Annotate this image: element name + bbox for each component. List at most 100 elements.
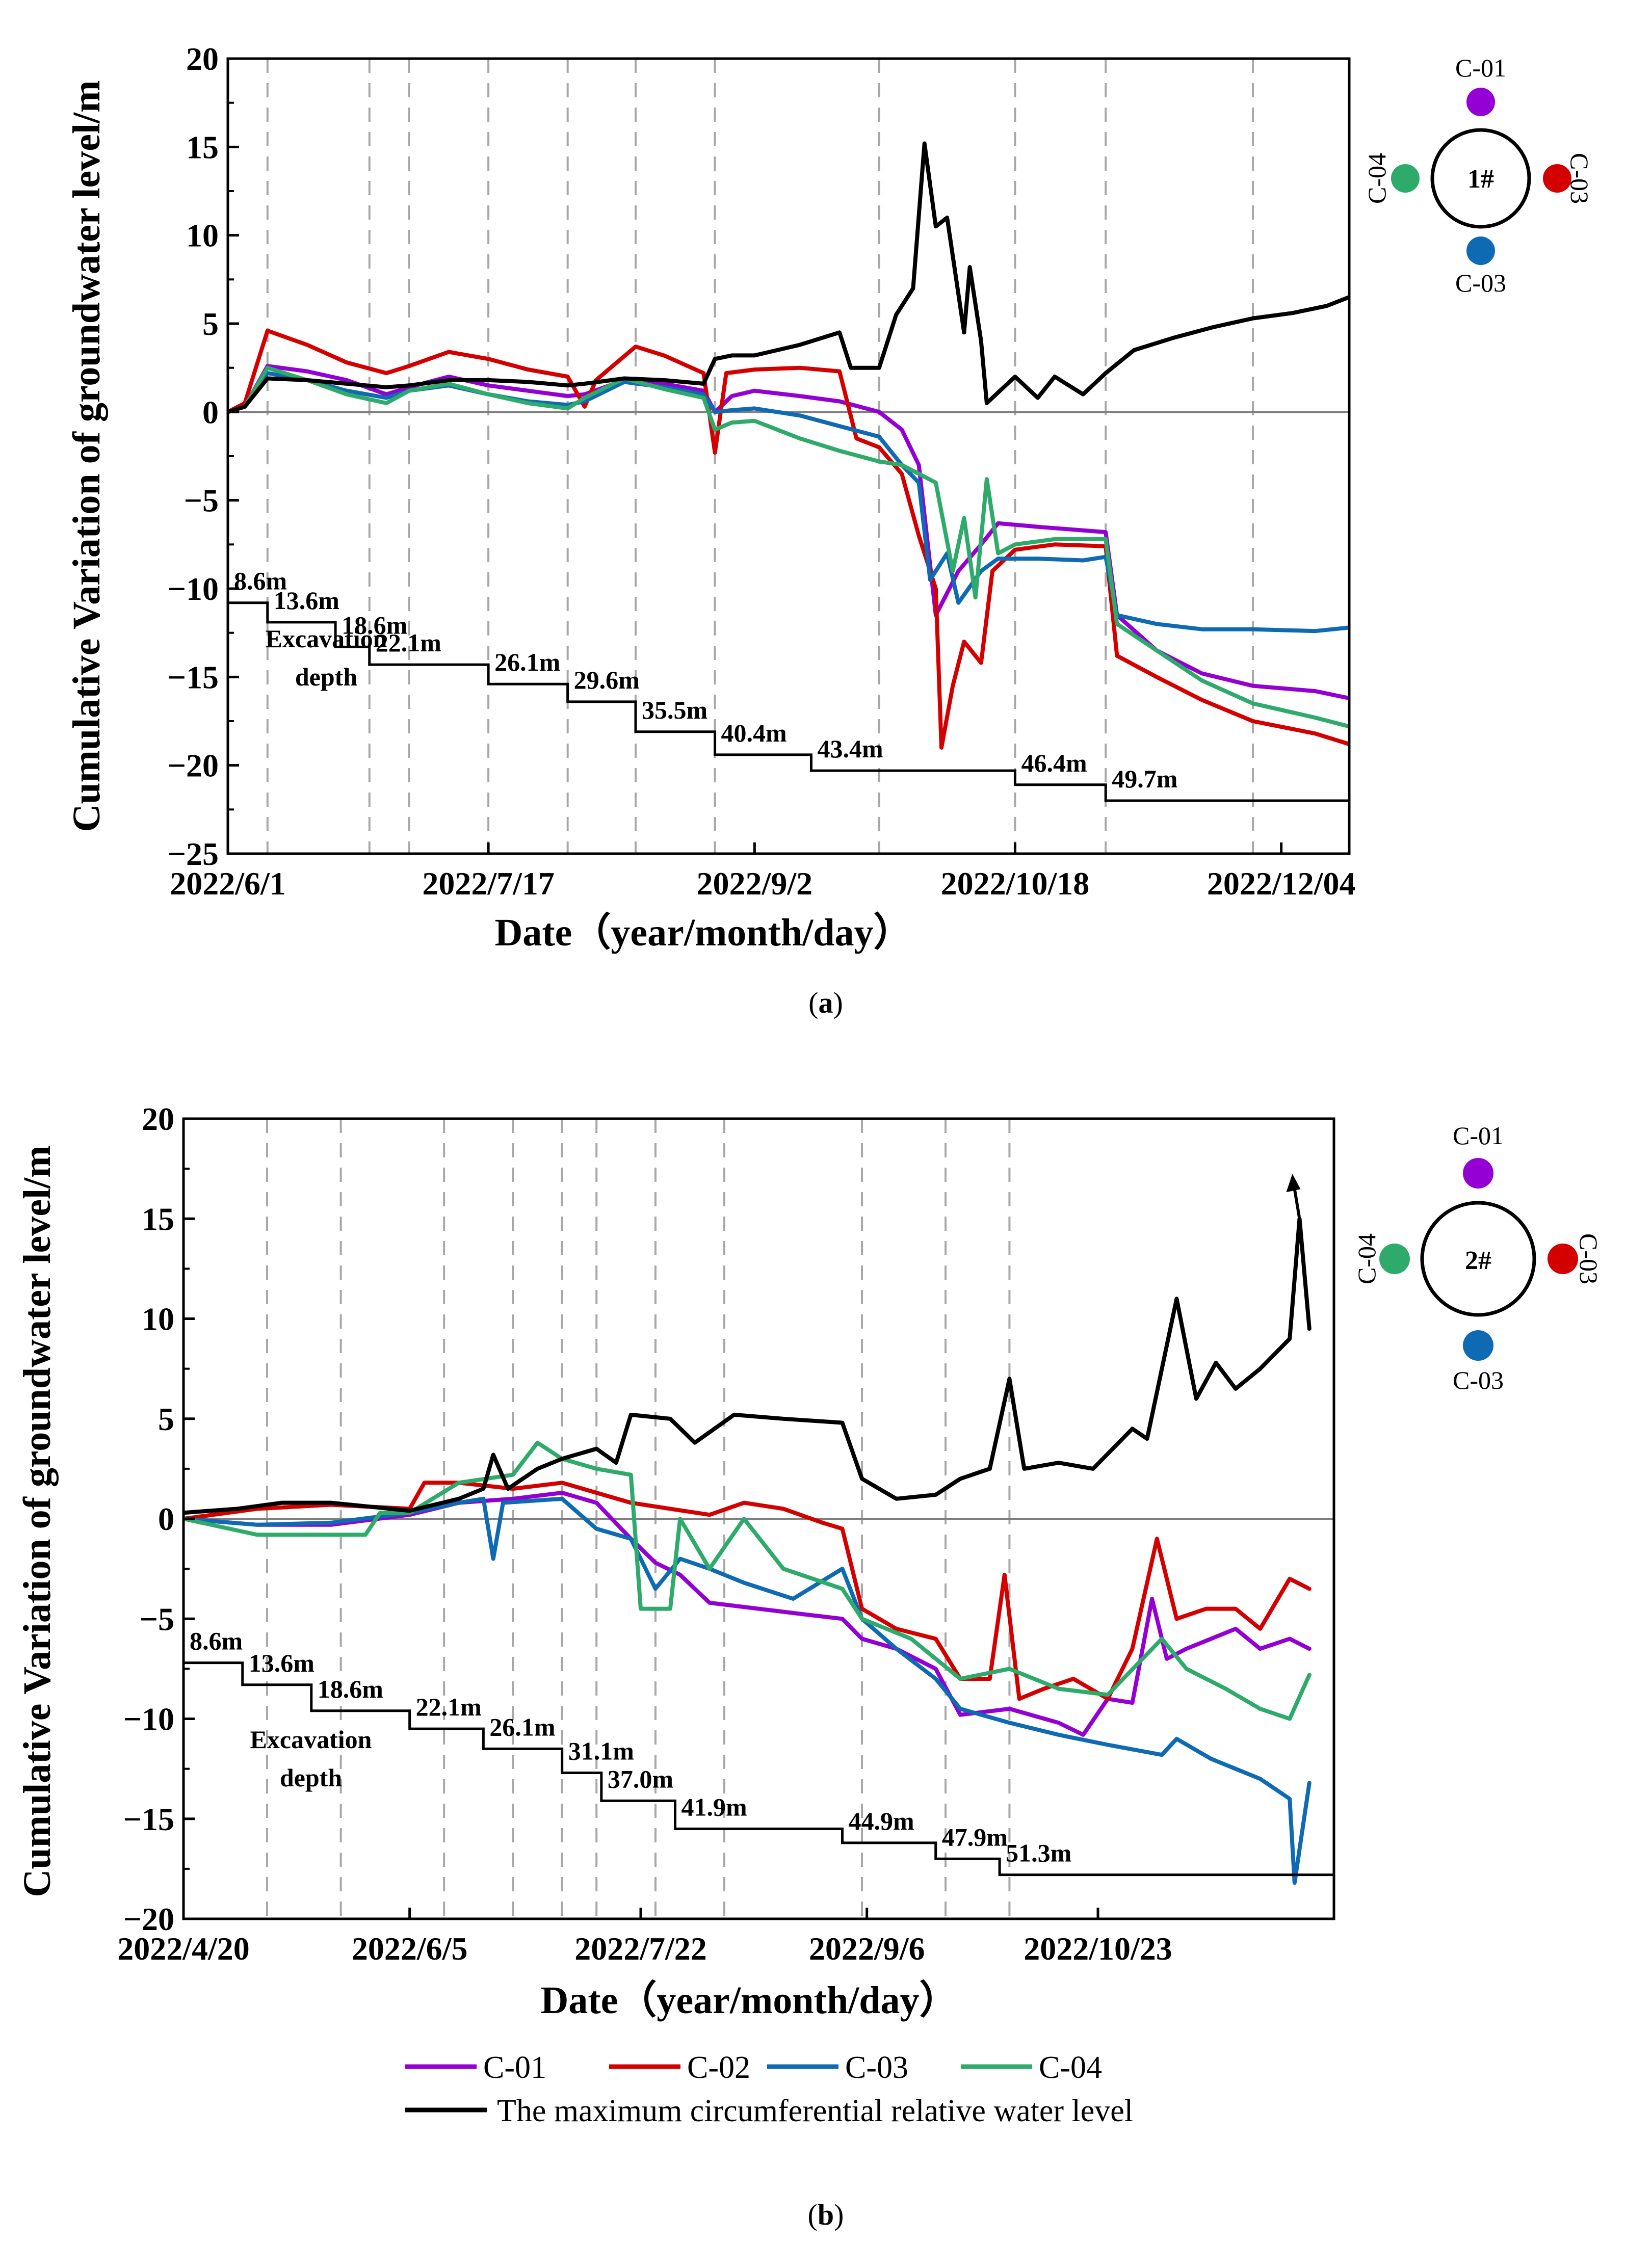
well-title: 1# — [1467, 165, 1494, 194]
legend: C-01 C-02 C-03 C-04 The maximum circumfe… — [405, 2050, 1133, 2128]
legend-label: C-03 — [845, 2050, 908, 2085]
well-label-left: C-04 — [1362, 153, 1391, 204]
excavation-depth-label: 8.6m — [234, 567, 287, 595]
excavation-depth-label: 35.5m — [642, 696, 707, 724]
series-line-the-maximum-circumferential-relative-water-level — [228, 141, 1349, 414]
series-line-c-01 — [183, 1491, 1312, 1737]
excavation-depth-label: 51.3m — [1006, 1839, 1071, 1867]
x-axis-title: Date（year/month/day） — [540, 1979, 958, 2022]
excavation-depth-label: 13.6m — [274, 586, 339, 615]
well-label-top: C-01 — [1453, 1121, 1504, 1150]
excavation-depth-label: 31.1m — [568, 1736, 634, 1765]
y-tick-label: 15 — [142, 1201, 174, 1237]
well-label-left: C-04 — [1352, 1233, 1381, 1284]
x-tick-label: 2022/10/18 — [941, 865, 1090, 902]
well-circle — [1420, 1201, 1536, 1317]
y-tick-label: −5 — [140, 1601, 174, 1637]
x-axis: 2022/4/20 2022/6/5 2022/7/22 2022/9/6 2022/1… — [117, 1908, 1172, 1967]
excavation-depth-label: 22.1m — [376, 628, 441, 657]
well-label-bottom: C-03 — [1453, 1366, 1504, 1394]
excavation-depth-label: 26.1m — [489, 1712, 555, 1741]
panel-label-b: (b) — [808, 2198, 844, 2231]
y-axis: −20 −15 −10 −5 0 5 10 15 20 — [123, 1101, 195, 1937]
excavation-depth-label: 18.6m — [318, 1675, 383, 1703]
x-tick-label: 2022/6/5 — [352, 1931, 468, 1967]
excavation-label-line2: depth — [280, 1763, 342, 1792]
excavation-depth-label: 49.7m — [1112, 764, 1177, 793]
y-tick-label: −15 — [123, 1801, 174, 1837]
well-diagram-2: 2# C-01 C-03 C-03 C-04 — [1352, 1121, 1603, 1394]
x-tick-label: 2022/9/6 — [809, 1931, 925, 1967]
y-tick-label: 5 — [202, 306, 219, 342]
legend-item-c01: C-01 — [405, 2050, 546, 2085]
y-tick-label: 15 — [186, 129, 219, 165]
x-tick-label: 2022/4/20 — [117, 1931, 250, 1967]
well-title: 2# — [1465, 1246, 1491, 1275]
excavation-depth-label: 44.9m — [848, 1807, 914, 1835]
legend-item-c04: C-04 — [961, 2050, 1102, 2085]
y-tick-label: −20 — [123, 1901, 174, 1937]
dashed-guides — [266, 59, 1254, 854]
series-line-c-04 — [228, 365, 1349, 729]
y-tick-label: −10 — [168, 571, 219, 607]
excavation-label-line1: Excavation — [250, 1725, 372, 1754]
panel-label-a: (a) — [808, 986, 843, 1019]
x-axis: 2022/6/1 2022/7/17 2022/9/2 2022/10/18 2022/… — [170, 842, 1355, 902]
well-diagram-1: 1# C-01 C-03 C-03 C-04 — [1362, 54, 1594, 297]
y-tick-label: 10 — [186, 218, 219, 254]
y-tick-label: −25 — [168, 836, 219, 872]
excavation-depth-label: 26.1m — [494, 648, 560, 676]
marker-left — [1379, 1244, 1410, 1274]
y-tick-label: −15 — [168, 659, 219, 695]
marker-bottom — [1463, 1330, 1493, 1361]
y-tick-label: 0 — [158, 1501, 174, 1537]
x-tick-label: 2022/12/04 — [1207, 865, 1356, 902]
x-tick-label: 2022/9/2 — [697, 865, 813, 902]
x-tick-label: 2022/7/22 — [574, 1931, 707, 1967]
marker-right — [1543, 164, 1571, 193]
excavation-depth-label: 46.4m — [1021, 749, 1087, 777]
x-tick-label: 2022/6/1 — [170, 865, 286, 902]
excavation-depth-label: 40.4m — [721, 719, 787, 747]
y-tick-label: −10 — [123, 1701, 174, 1737]
marker-right — [1548, 1244, 1578, 1274]
y-tick-label: 0 — [202, 394, 219, 430]
excavation-label-line1: Excavation — [266, 624, 387, 653]
legend-item-c03: C-03 — [767, 2050, 908, 2085]
plot-frame — [226, 57, 1351, 855]
well-circle — [1430, 128, 1531, 229]
series-group — [228, 141, 1349, 750]
series-line-c-03 — [183, 1496, 1312, 1885]
y-tick-label: 10 — [142, 1301, 174, 1337]
excavation-step-line — [182, 1653, 1334, 1877]
y-axis-title: Cumulative Variation of groundwater leve… — [65, 81, 108, 832]
marker-left — [1391, 164, 1420, 193]
x-tick-label: 2022/7/17 — [422, 865, 555, 902]
legend-item-max-level: The maximum circumferential relative wat… — [405, 2094, 1133, 2128]
excavation-depth-label: 37.0m — [608, 1764, 673, 1793]
excavation-depth-label: 43.4m — [817, 734, 883, 763]
legend-label: C-01 — [483, 2050, 546, 2085]
y-tick-label: 5 — [158, 1401, 174, 1437]
x-axis-title: Date（year/month/day） — [494, 911, 912, 954]
excavation-depth-label: 22.1m — [416, 1693, 482, 1721]
excavation-depth-label: 18.6m — [342, 611, 407, 639]
series-line-the-maximum-circumferential-relative-water-level — [183, 1217, 1312, 1515]
well-label-right: C-03 — [1575, 1233, 1603, 1284]
excavation-depth-label: 8.6m — [190, 1627, 243, 1655]
series-line-c-02 — [228, 328, 1349, 750]
y-tick-label: −5 — [184, 483, 219, 519]
marker-bottom — [1466, 236, 1495, 265]
well-label-bottom: C-03 — [1455, 269, 1506, 297]
marker-top — [1463, 1158, 1493, 1189]
excavation-depth-label: 13.6m — [249, 1649, 314, 1677]
y-tick-label: 20 — [186, 41, 219, 77]
x-tick-label: 2022/10/23 — [1024, 1931, 1172, 1967]
legend-item-c02: C-02 — [609, 2050, 750, 2085]
series-group — [183, 1217, 1312, 1885]
legend-label: C-04 — [1039, 2050, 1102, 2085]
